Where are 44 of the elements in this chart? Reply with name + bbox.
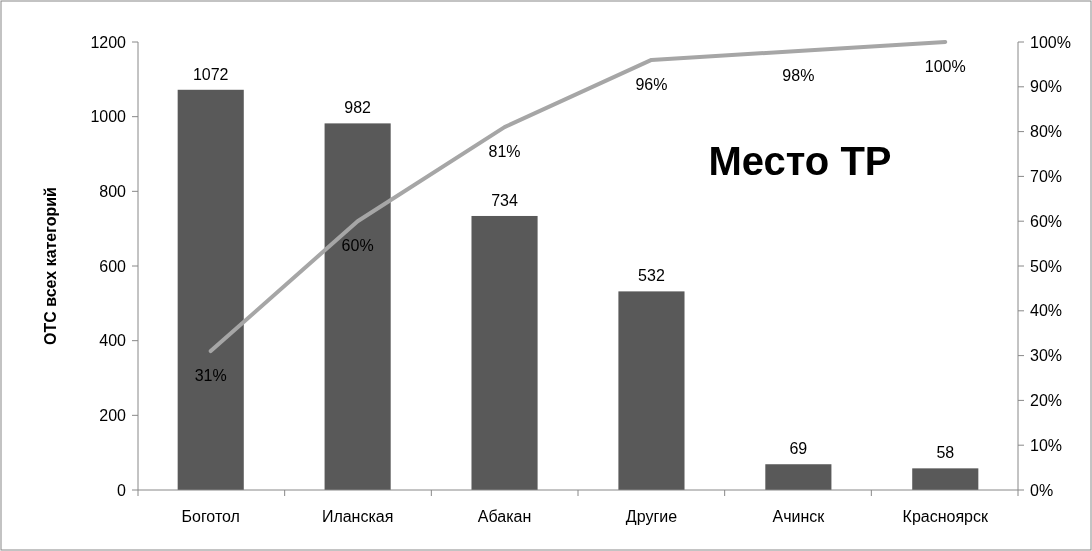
data-label: 58 — [936, 444, 955, 462]
y-tick-label: 1200 — [90, 33, 127, 51]
bar — [177, 89, 244, 490]
y2-tick-label: 20% — [1030, 392, 1063, 409]
data-label: 734 — [491, 191, 518, 209]
bar — [912, 468, 979, 490]
y2-tick-label: 80% — [1030, 123, 1063, 141]
y-tick-label: 1000 — [90, 108, 127, 126]
data-label: 96% — [635, 75, 668, 93]
y2-tick-label: 70% — [1030, 168, 1063, 185]
data-label: 81% — [488, 143, 521, 161]
y2-tick-label: 90% — [1030, 78, 1063, 96]
y-tick-label: 800 — [99, 182, 127, 200]
data-label: 31% — [194, 367, 227, 385]
y-tick-label: 200 — [99, 406, 127, 424]
x-tick-label: Боготол — [181, 508, 240, 525]
bar — [324, 123, 391, 490]
y2-tick-label: 10% — [1030, 436, 1063, 454]
y2-tick-label: 0% — [1030, 481, 1054, 499]
y2-tick-label: 40% — [1030, 302, 1063, 320]
x-tick-label: Абакан — [477, 508, 532, 525]
data-label: 982 — [344, 99, 372, 117]
y-tick-label: 600 — [99, 257, 127, 275]
bar — [618, 291, 685, 490]
y2-tick-label: 100% — [1030, 33, 1071, 51]
data-label: 69 — [789, 440, 808, 458]
y-tick-label: 400 — [99, 332, 127, 350]
data-label: 60% — [341, 237, 374, 255]
text: Место ТР — [708, 139, 892, 183]
data-label: 532 — [638, 267, 665, 285]
bar — [471, 215, 538, 490]
x-tick-label: Красноярск — [902, 508, 989, 525]
x-tick-label: Ачинск — [772, 508, 826, 525]
y2-tick-label: 50% — [1030, 257, 1063, 275]
x-tick-label: Другие — [625, 508, 678, 525]
x-tick-label: Иланская — [321, 508, 394, 525]
data-label: 98% — [782, 66, 815, 84]
y-axis-title: ОТС всех категорий — [42, 187, 59, 345]
data-label: 1072 — [192, 65, 229, 83]
y2-tick-label: 30% — [1030, 347, 1063, 365]
y-tick-label: 0 — [117, 481, 127, 499]
data-label: 100% — [924, 58, 966, 75]
bar — [765, 464, 832, 490]
y2-tick-label: 60% — [1030, 212, 1063, 230]
